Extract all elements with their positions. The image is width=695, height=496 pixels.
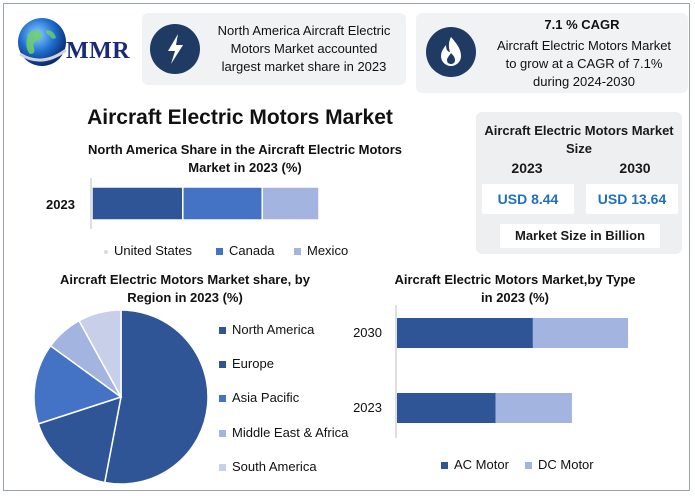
card2-text: Aircraft Electric Motors Market to grow … (496, 38, 672, 89)
type-legend-item: DC Motor (525, 457, 594, 472)
legend-label: North America (232, 322, 315, 337)
na-share-legend-item: United States (104, 243, 192, 258)
region-pie-chart-title: Aircraft Electric Motors Market share, b… (60, 272, 310, 305)
card1-text: North America Aircraft Electric Motors M… (217, 23, 391, 74)
type-bar-dc-motor-2030 (532, 318, 628, 348)
na-share-bar-united-states (91, 186, 184, 221)
legend-label: Mexico (307, 243, 349, 258)
legend-swatch (219, 464, 226, 472)
infographic-frame (3, 3, 690, 491)
market-size-title: Aircraft Electric Motors Market Size (484, 123, 674, 156)
legend-label: Canada (229, 243, 275, 258)
legend-swatch (219, 361, 226, 369)
type-legend-item: AC Motor (441, 457, 509, 472)
market-size-year-2030: 2030 (619, 160, 651, 176)
legend-swatch (216, 248, 223, 256)
market-size-unit: Market Size in Billion (500, 224, 660, 248)
type-category-label: 2023 (353, 400, 382, 415)
legend-label: AC Motor (454, 457, 509, 472)
na-share-legend-item: Canada (216, 243, 275, 258)
page-title: Aircraft Electric Motors Market (87, 106, 393, 129)
pie-legend-item: Middle East & Africa (219, 425, 348, 440)
pie-legend-item: Europe (219, 356, 274, 371)
market-size-box: Aircraft Electric Motors Market Size 202… (476, 112, 682, 254)
type-bar-ac-motor-2030 (397, 318, 533, 348)
pie-legend-item: Asia Pacific (219, 390, 299, 405)
logo-text: MMR (66, 38, 131, 64)
north-america-share-card: North America Aircraft Electric Motors M… (142, 13, 406, 85)
flame-icon (426, 27, 476, 77)
globe-icon (18, 18, 67, 66)
pie-slice-europe (37, 395, 122, 484)
legend-label: South America (232, 459, 317, 474)
na-share-legend-item: Mexico (294, 243, 348, 258)
cagr-title: 7.1 % CAGR (544, 17, 620, 32)
type-category-label: 2030 (353, 325, 382, 340)
na-share-bar-mexico (261, 186, 320, 221)
market-size-value-2023: USD 8.44 (482, 184, 574, 214)
pie-slice-north-america (103, 309, 209, 485)
na-share-category-label: 2023 (46, 197, 75, 212)
type-bar-dc-motor-2023 (495, 393, 572, 423)
legend-swatch (104, 249, 108, 254)
market-size-year-2023: 2023 (511, 160, 543, 176)
pie-legend-item: North America (219, 322, 314, 337)
legend-swatch (525, 462, 532, 470)
legend-swatch (219, 430, 226, 438)
type-bar-ac-motor-2023 (397, 393, 496, 423)
legend-swatch (219, 395, 226, 403)
legend-label: Asia Pacific (232, 390, 300, 405)
na-share-bar-canada (182, 186, 263, 221)
pie-legend-item: South America (219, 459, 317, 474)
legend-swatch (294, 248, 301, 256)
lightning-icon (150, 24, 200, 74)
legend-swatch (219, 327, 226, 335)
legend-label: United States (114, 243, 193, 258)
na-share-chart-title: North America Share in the Aircraft Elec… (87, 142, 402, 175)
type-chart-title: Aircraft Electric Motors Market,by Type … (394, 272, 636, 305)
pie-slice-asia-pacific (33, 344, 123, 425)
legend-label: Middle East & Africa (232, 425, 349, 440)
legend-swatch (441, 462, 448, 470)
pie-slice-south-america (78, 309, 122, 398)
cagr-card: 7.1 % CAGR Aircraft Electric Motors Mark… (416, 13, 688, 93)
legend-label: Europe (232, 356, 274, 371)
mmr-logo: MMR (12, 12, 142, 72)
legend-label: DC Motor (538, 457, 594, 472)
market-size-value-2030: USD 13.64 (586, 184, 678, 214)
